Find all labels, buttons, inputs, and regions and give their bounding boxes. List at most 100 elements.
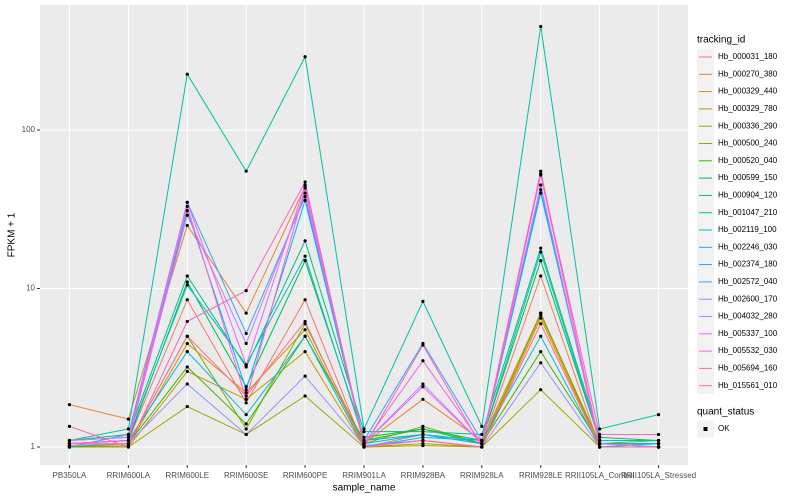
data-point xyxy=(421,427,425,431)
x-tick-label: RRIM600SE xyxy=(224,471,268,480)
data-point xyxy=(362,442,366,446)
data-point xyxy=(126,432,130,437)
legend-label: Hb_004032_280 xyxy=(718,312,778,321)
data-point xyxy=(244,391,248,395)
data-point xyxy=(539,274,543,278)
data-point xyxy=(421,444,425,448)
data-point xyxy=(244,401,248,405)
data-point xyxy=(244,289,248,293)
legend-title: tracking_id xyxy=(697,35,745,46)
x-tick-label: RRIM901LA xyxy=(342,471,386,480)
data-point xyxy=(185,283,189,287)
legend-label: Hb_005532_030 xyxy=(718,346,778,355)
data-point xyxy=(421,343,425,347)
data-point xyxy=(244,331,248,336)
points xyxy=(67,24,661,449)
data-point xyxy=(126,438,130,443)
data-point xyxy=(656,442,661,446)
data-point xyxy=(185,209,189,213)
data-point xyxy=(539,322,543,326)
data-point xyxy=(244,413,248,417)
data-point xyxy=(303,239,307,243)
data-point xyxy=(539,24,543,29)
data-point xyxy=(126,435,130,439)
data-point xyxy=(185,349,189,354)
data-point xyxy=(539,250,543,254)
data-point xyxy=(185,200,189,204)
shape-legend-title: quant_status xyxy=(697,407,754,418)
data-point xyxy=(244,394,248,398)
data-point xyxy=(185,274,189,278)
data-point xyxy=(303,319,307,324)
data-point xyxy=(185,298,189,302)
x-tick-label: RRIM928LE xyxy=(519,471,563,480)
data-point xyxy=(185,319,189,324)
legend-label: Hb_002600_170 xyxy=(718,294,778,303)
x-tick-label: RRIM928LA xyxy=(460,471,504,480)
data-point xyxy=(303,186,307,190)
data-point xyxy=(598,432,602,437)
legend-label: Hb_001047_210 xyxy=(718,208,778,217)
data-point xyxy=(244,169,248,173)
legend-label: Hb_015561_010 xyxy=(718,381,778,390)
data-point xyxy=(185,382,189,386)
x-tick-label: PB350LA xyxy=(53,471,87,480)
data-point xyxy=(126,417,130,421)
data-point xyxy=(598,435,602,439)
legend-label: Hb_000031_180 xyxy=(718,52,778,61)
data-point xyxy=(185,204,189,208)
legend-label: Hb_000270_380 xyxy=(718,69,778,78)
data-point xyxy=(126,442,130,446)
data-point xyxy=(656,413,661,417)
x-tick-label: RRIM600LA xyxy=(107,471,151,480)
legend-label: Hb_000500_240 xyxy=(718,139,778,148)
data-point xyxy=(421,432,425,437)
data-point xyxy=(185,280,189,284)
data-point xyxy=(362,430,366,434)
data-point xyxy=(303,322,307,326)
data-point xyxy=(303,394,307,398)
legend-label: Hb_002246_030 xyxy=(718,242,778,251)
data-point xyxy=(598,442,602,446)
data-point xyxy=(67,438,72,443)
data-point xyxy=(67,424,72,428)
legend-label: Hb_000329_440 xyxy=(718,87,778,96)
x-tick-label: RRIM928BA xyxy=(401,471,446,480)
data-point xyxy=(303,183,307,187)
legend-label: Hb_005694_160 xyxy=(718,364,778,373)
x-tick-label: RRII105LA_Stressed xyxy=(621,471,696,480)
legend-label: Hb_002572_040 xyxy=(718,277,778,286)
data-point xyxy=(421,438,425,443)
data-point xyxy=(362,445,366,449)
data-point xyxy=(421,382,425,386)
data-point xyxy=(244,385,248,389)
data-point xyxy=(539,183,543,187)
legend-label: Hb_000599_150 xyxy=(718,173,778,182)
y-axis-label: FPKM + 1 xyxy=(7,212,18,257)
data-point xyxy=(185,223,189,228)
data-point xyxy=(244,388,248,392)
data-point xyxy=(303,334,307,338)
shape-legend-label: OK xyxy=(718,424,730,433)
data-point xyxy=(67,442,72,446)
data-point xyxy=(539,316,543,320)
data-point xyxy=(185,404,189,409)
data-point xyxy=(539,169,543,173)
legend-label: Hb_000336_290 xyxy=(718,121,778,130)
data-point xyxy=(244,432,248,437)
data-point xyxy=(421,435,425,439)
data-point xyxy=(244,311,248,315)
data-point xyxy=(185,72,189,76)
x-tick-label: RRIM600PE xyxy=(283,471,327,480)
data-point xyxy=(362,435,366,439)
data-point xyxy=(539,259,543,263)
x-tick-label: RRII105LA_Control xyxy=(565,471,635,480)
data-point xyxy=(421,299,425,303)
shape-legend-swatch xyxy=(703,427,708,431)
data-point xyxy=(598,445,602,449)
data-point xyxy=(539,349,543,354)
data-point xyxy=(480,438,484,443)
y-tick-label: 1 xyxy=(31,442,36,451)
data-point xyxy=(539,246,543,250)
